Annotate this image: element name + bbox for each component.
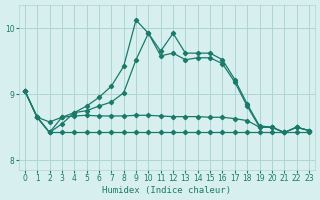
X-axis label: Humidex (Indice chaleur): Humidex (Indice chaleur) (102, 186, 231, 195)
